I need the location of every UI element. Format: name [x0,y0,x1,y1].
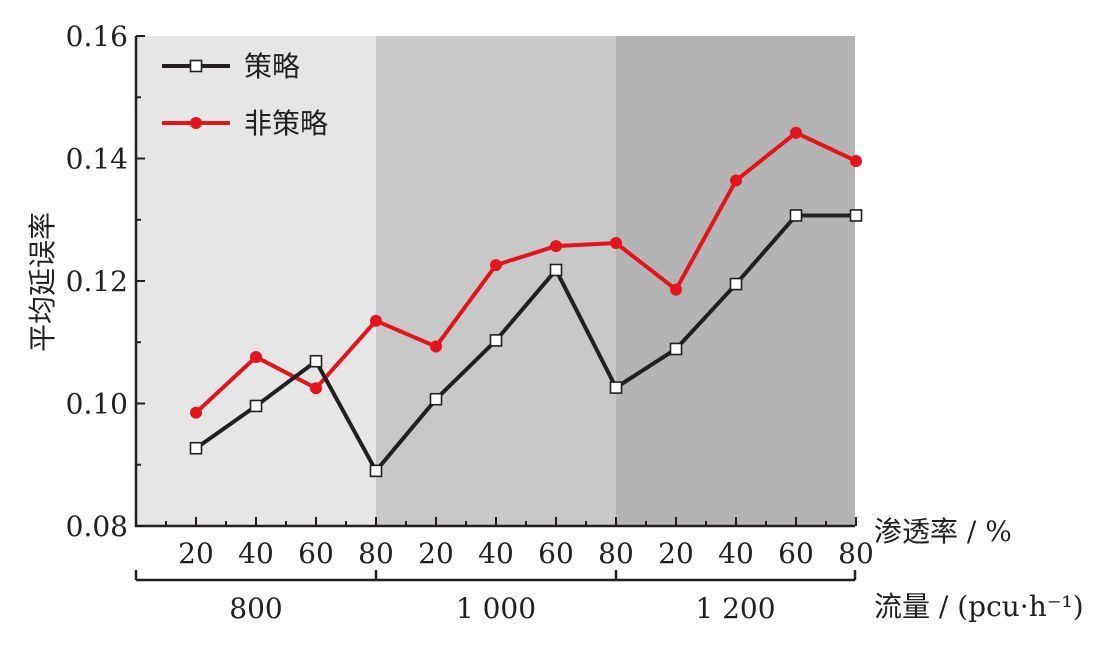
point-strategy-3 [309,354,323,368]
point-non-strategy-11 [790,126,802,139]
point-strategy-5 [429,392,443,406]
group-band-1 [136,36,376,526]
point-strategy-12 [849,209,863,222]
point-strategy-6 [489,334,503,347]
x-tick-label-6: 40 [478,537,514,570]
point-non-strategy-2 [250,350,262,363]
group-label-1: 800 [229,592,282,625]
legend-marker-strategy [189,59,203,73]
x-tick-label-2: 40 [238,537,274,570]
series-layer [189,126,863,478]
x-tick-label-5: 20 [418,537,454,570]
group-label-3: 1 200 [695,592,775,625]
x-tick-label-12: 80 [838,537,874,570]
point-strategy-8 [609,381,623,394]
y-tick-label-3: 0.12 [66,265,128,298]
point-non-strategy-5 [430,340,442,353]
group-bands [136,36,855,526]
x-axis-title: 渗透率 / % [874,515,1012,548]
point-strategy-11 [789,209,803,222]
point-non-strategy-9 [670,283,682,296]
x-tick-label-8: 80 [598,537,634,570]
point-non-strategy-8 [610,237,622,250]
series-line-strategy [194,213,856,475]
x-tick-label-9: 20 [658,537,694,570]
point-strategy-1 [189,441,203,455]
y-tick-label-5: 0.16 [66,20,128,53]
point-strategy-2 [249,399,263,413]
x-tick-label-10: 40 [718,537,754,570]
series-line-non-strategy [194,130,857,415]
legend-label-non-strategy: 非策略 [244,107,328,140]
x-tick-label-7: 60 [538,537,574,570]
x-tick-label-11: 60 [778,537,814,570]
x-tick-label-3: 60 [298,537,334,570]
point-non-strategy-4 [370,314,382,327]
y-axis-title: 平均延误率 [26,212,59,352]
point-non-strategy-1 [190,406,202,419]
point-non-strategy-7 [550,240,562,253]
x-tick-label-4: 80 [358,537,394,570]
point-non-strategy-6 [490,259,502,272]
legend-label-strategy: 策略 [244,50,300,83]
point-strategy-4 [369,464,383,478]
legend-marker-non-strategy [190,117,202,129]
axes: 0.08 0.10 0.12 0.14 0.16 20 40 60 80 20 40 60 80 20 40… [66,20,874,625]
point-strategy-9 [669,342,683,356]
y-tick-label-1: 0.08 [66,510,128,543]
point-strategy-10 [729,277,743,291]
y-tick-label-2: 0.10 [66,388,128,421]
x-tick-label-1: 20 [178,537,214,570]
legend: 策略 非策略 [162,50,328,140]
group-axis-title: 流量 / (pcu·h⁻¹) [874,590,1084,623]
point-non-strategy-3 [310,382,322,395]
group-label-2: 1 000 [456,592,536,625]
group-band-2 [376,36,616,526]
y-tick-label-4: 0.14 [66,143,128,176]
point-strategy-7 [549,263,563,277]
point-non-strategy-10 [730,174,742,187]
point-non-strategy-12 [850,154,862,167]
